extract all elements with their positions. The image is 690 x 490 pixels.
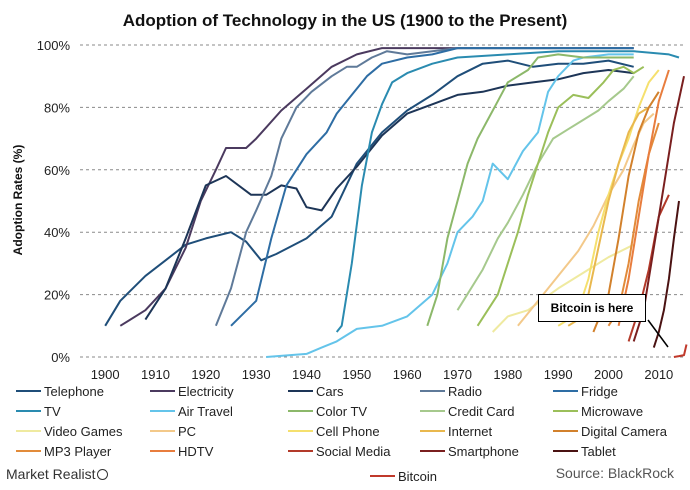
series-line-tv — [335, 50, 680, 333]
legend-item: HDTV — [150, 444, 214, 459]
legend-item: Radio — [420, 384, 482, 399]
legend-item: Cars — [288, 384, 344, 399]
legend-item: Telephone — [16, 384, 104, 399]
legend-item: Fridge — [553, 384, 618, 399]
series-line-bitcoin — [673, 344, 688, 358]
legend-item: MP3 Player — [16, 444, 112, 459]
legend-label: Video Games — [44, 424, 123, 439]
legend-item: Tablet — [553, 444, 616, 459]
legend-label: PC — [178, 424, 196, 439]
legend-item: Electricity — [150, 384, 234, 399]
y-axis-label: Adoption Rates (%) — [11, 145, 25, 256]
legend: Telephone Electricity Cars Radio Fridge TV Air… — [16, 384, 668, 484]
x-tick-label: 1910 — [141, 367, 170, 382]
legend-label: Cell Phone — [316, 424, 380, 439]
series-line-cars — [144, 69, 634, 321]
y-tick-label: 100% — [37, 38, 71, 53]
legend-label: Bitcoin — [398, 469, 437, 484]
y-tick-label: 0% — [51, 350, 70, 365]
y-tick-label: 60% — [44, 163, 70, 178]
legend-item: Social Media — [288, 444, 391, 459]
x-tick-label: 1930 — [242, 367, 271, 382]
series-line-telephone — [104, 59, 634, 327]
legend-item: Video Games — [16, 424, 123, 439]
legend-label: MP3 Player — [44, 444, 112, 459]
legend-label: Social Media — [316, 444, 391, 459]
legend-label: HDTV — [178, 444, 214, 459]
legend-item: Bitcoin — [370, 469, 437, 484]
y-tick-labels: 0% 20% 40% 60% 80% 100% — [37, 38, 71, 365]
legend-label: Smartphone — [448, 444, 519, 459]
y-tick-label: 20% — [44, 288, 70, 303]
series-line-fridge — [230, 47, 634, 327]
y-tick-label: 80% — [44, 100, 70, 115]
brand-logo: Market Realist — [6, 466, 109, 482]
legend-label: Cars — [316, 384, 344, 399]
series-line-video-games — [491, 243, 635, 333]
legend-item: Cell Phone — [288, 424, 380, 439]
source-note: Source: BlackRock — [555, 465, 674, 481]
series-line-microwave — [476, 65, 645, 327]
x-tick-label: 1980 — [493, 367, 522, 382]
x-tick-label: 1970 — [443, 367, 472, 382]
x-tick-label: 1990 — [544, 367, 573, 382]
x-tick-labels: 1900 1910 1920 1930 1940 1950 1960 1970 1980 1990… — [91, 367, 674, 382]
legend-item: Color TV — [288, 404, 367, 419]
x-tick-label: 2000 — [594, 367, 623, 382]
legend-item: Smartphone — [420, 444, 519, 459]
legend-label: Digital Camera — [581, 424, 668, 439]
legend-label: Color TV — [316, 404, 367, 419]
legend-label: Credit Card — [448, 404, 514, 419]
legend-item: Internet — [420, 424, 492, 439]
legend-item: Microwave — [553, 404, 643, 419]
legend-label: Radio — [448, 384, 482, 399]
x-tick-label: 1900 — [91, 367, 120, 382]
series-line-hdtv — [617, 69, 670, 327]
legend-item: TV — [16, 404, 61, 419]
grid — [80, 44, 684, 358]
y-tick-label: 40% — [44, 225, 70, 240]
legend-label: Electricity — [178, 384, 234, 399]
series-line-credit-card — [456, 75, 635, 311]
legend-label: TV — [44, 404, 61, 419]
series-line-color-tv — [426, 53, 634, 327]
callout-arrow — [647, 319, 669, 348]
bitcoin-callout: Bitcoin is here — [538, 294, 646, 322]
chart-title: Adoption of Technology in the US (1900 t… — [123, 11, 568, 30]
legend-label: Air Travel — [178, 404, 233, 419]
x-tick-label: 1950 — [342, 367, 371, 382]
legend-label: Telephone — [44, 384, 104, 399]
series-line-air-travel — [266, 53, 634, 358]
series-line-radio — [214, 47, 634, 327]
series-lines — [104, 47, 688, 358]
x-tick-label: 1960 — [393, 367, 422, 382]
magnifier-icon — [97, 469, 109, 480]
legend-item: Air Travel — [150, 404, 233, 419]
legend-item: Credit Card — [420, 404, 514, 419]
legend-label: Internet — [448, 424, 492, 439]
x-tick-label: 1920 — [191, 367, 220, 382]
series-line-electricity — [119, 47, 634, 327]
legend-label: Tablet — [581, 444, 616, 459]
x-tick-label: 2010 — [644, 367, 673, 382]
x-tick-label: 1940 — [292, 367, 321, 382]
legend-label: Microwave — [581, 404, 643, 419]
brand-name: Market Realist — [6, 466, 96, 482]
legend-item: Digital Camera — [553, 424, 668, 439]
legend-label: Fridge — [581, 384, 618, 399]
legend-item: PC — [150, 424, 196, 439]
